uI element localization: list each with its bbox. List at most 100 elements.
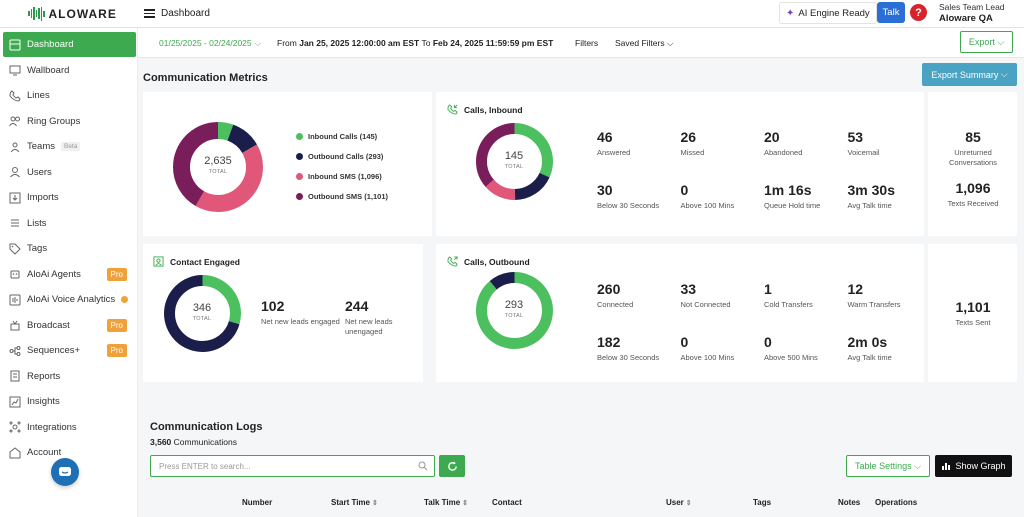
sidebar-item-aloai-voice-analytics[interactable]: AloAi Voice Analytics (3, 287, 136, 312)
overview-total-value: 2,635 (204, 155, 232, 167)
sidebar: Dashboard Wallboard Lines Ring Groups Teams B… (0, 28, 138, 517)
metric-stat: 46 Answered (597, 129, 679, 158)
broadcast-icon (9, 319, 21, 331)
inbound-segment-3 (476, 123, 553, 200)
ai-engine-status[interactable]: ✦ AI Engine Ready (779, 2, 877, 24)
sidebar-item-lists[interactable]: Lists (3, 211, 136, 236)
filter-bar: 01/25/2025 - 02/24/2025 ⌵ From Jan 25, 20… (138, 28, 1024, 58)
metric-label: Cold Transfers (764, 300, 813, 309)
sidebar-item-reports[interactable]: Reports (3, 364, 136, 389)
contact-segment-1 (164, 275, 241, 352)
metric-stat: 12 Warm Transfers (848, 281, 930, 310)
overview-segment-3 (173, 122, 263, 212)
metric-stat: 0 Above 100 Mins (681, 334, 763, 363)
user-role: Sales Team Lead (939, 2, 1005, 12)
refresh-button[interactable] (439, 455, 465, 477)
column-header-talk-time[interactable]: Talk Time ⇕ (424, 498, 469, 507)
calls-inbound-donut-chart (476, 123, 553, 200)
phone-incoming-icon (447, 104, 458, 115)
user-menu[interactable]: Sales Team Lead Aloware QA (939, 2, 1005, 24)
ai-engine-label: AI Engine Ready (798, 7, 870, 19)
teams-icon (9, 141, 21, 153)
metric-value: 260 (597, 281, 621, 297)
metric-stat: 53 Voicemail (848, 129, 930, 158)
contact-engaged-title: Contact Engaged (153, 256, 240, 267)
status-dot (121, 296, 129, 303)
menu-toggle-icon[interactable] (144, 9, 155, 18)
metric-stat: 30 Below 30 Seconds (597, 182, 679, 211)
metric-label: Avg Talk time (847, 201, 892, 210)
sidebar-item-label: Lines (27, 90, 50, 101)
logs-title: Communication Logs (150, 421, 263, 433)
metric-stat: 2m 0s Avg Talk time (848, 334, 930, 363)
beta-badge: Beta (60, 142, 81, 151)
date-range-value: 01/25/2025 - 02/24/2025 (159, 38, 252, 48)
top-bar: ALOWARE Dashboard ✦ AI Engine Ready Talk… (0, 0, 1024, 28)
sidebar-item-label: Teams (27, 141, 55, 152)
metric-value: 2m 0s (847, 334, 888, 350)
sidebar-item-tags[interactable]: Tags (3, 236, 136, 261)
column-header-contact[interactable]: Contact (492, 498, 522, 507)
sidebar-item-integrations[interactable]: Integrations (3, 415, 136, 440)
chat-support-button[interactable] (51, 458, 79, 486)
sidebar-item-sequences[interactable]: Sequences+ Pro (3, 338, 136, 363)
metric-value: 244 (345, 298, 369, 314)
sidebar-item-dashboard[interactable]: Dashboard (3, 32, 136, 57)
inbound-side-card (928, 92, 1017, 236)
metric-label: Net new leads engaged (261, 317, 340, 326)
show-graph-button[interactable]: Show Graph (935, 455, 1012, 477)
logs-search-input[interactable]: Press ENTER to search... (150, 455, 435, 477)
metric-value: 182 (597, 334, 621, 350)
export-summary-button[interactable]: Export Summary ⌵ (922, 63, 1017, 86)
page-title: Dashboard (161, 8, 210, 19)
metric-label: Net new leads unengaged (345, 317, 393, 336)
outbound-side-card (928, 244, 1017, 382)
chevron-down-icon: ⌵ (997, 36, 1005, 47)
logs-count: 3,560 Communications (150, 437, 237, 447)
sparkle-icon: ✦ (786, 7, 795, 19)
column-header-notes[interactable]: Notes (838, 498, 861, 507)
aloware-logo[interactable]: ALOWARE (0, 0, 136, 28)
metric-label: Below 30 Seconds (597, 353, 660, 362)
table-settings-dropdown[interactable]: Table Settings ⌵ (846, 455, 930, 477)
column-header-number[interactable]: Number (242, 498, 273, 507)
metric-value: 26 (680, 129, 697, 145)
metric-stat: 102 Net new leads engaged (261, 298, 341, 327)
sidebar-item-lines[interactable]: Lines (3, 83, 136, 108)
metric-value: 1 (764, 281, 772, 297)
filters-button[interactable]: Filters (575, 38, 599, 48)
sidebar-item-label: Ring Groups (27, 115, 81, 127)
date-range-picker[interactable]: 01/25/2025 - 02/24/2025 ⌵ (159, 38, 261, 49)
sidebar-item-ring-groups[interactable]: Ring Groups (3, 109, 136, 134)
sidebar-item-users[interactable]: Users (3, 160, 136, 185)
to-value: Feb 24, 2025 11:59:59 pm EST (432, 38, 554, 48)
metric-stat: 1 Cold Transfers (764, 281, 846, 310)
sidebar-item-aloai-agents[interactable]: AloAi Agents Pro (3, 262, 136, 287)
from-value: Jan 25, 2025 12:00:00 am EST (299, 38, 420, 48)
column-header-start-time[interactable]: Start Time ⇕ (331, 498, 378, 507)
metric-value: 0 (680, 182, 689, 198)
metric-stat: 1,096 Texts Received (933, 180, 1013, 209)
chevron-down-icon: ⌵ (254, 38, 262, 48)
sidebar-item-imports[interactable]: Imports (3, 185, 136, 210)
export-button[interactable]: Export ⌵ (960, 31, 1013, 53)
metric-value: 0 (680, 334, 689, 350)
metric-stat: 26 Missed (681, 129, 763, 158)
contact-engaged-donut-chart (164, 275, 241, 352)
sidebar-item-insights[interactable]: Insights (3, 389, 136, 414)
column-header-tags[interactable]: Tags (753, 498, 772, 507)
metric-value: 85 (965, 129, 981, 145)
sidebar-item-wallboard[interactable]: Wallboard (3, 58, 136, 83)
metric-label: Texts Sent (955, 318, 991, 327)
sidebar-item-teams[interactable]: Teams Beta (3, 134, 136, 159)
sidebar-item-account[interactable]: Account (3, 440, 136, 465)
metric-label: Missed (680, 148, 705, 157)
column-header-operations[interactable]: Operations (875, 498, 918, 507)
metric-label: Queue Hold time (764, 201, 821, 210)
talk-button[interactable]: Talk (877, 2, 905, 23)
calls-inbound-title-text: Calls, Inbound (464, 104, 523, 115)
help-icon[interactable]: ? (910, 4, 927, 21)
sidebar-item-broadcast[interactable]: Broadcast Pro (3, 313, 136, 338)
column-header-user[interactable]: User ⇕ (666, 498, 692, 507)
saved-filters-dropdown[interactable]: Saved Filters ⌵ (615, 38, 673, 49)
